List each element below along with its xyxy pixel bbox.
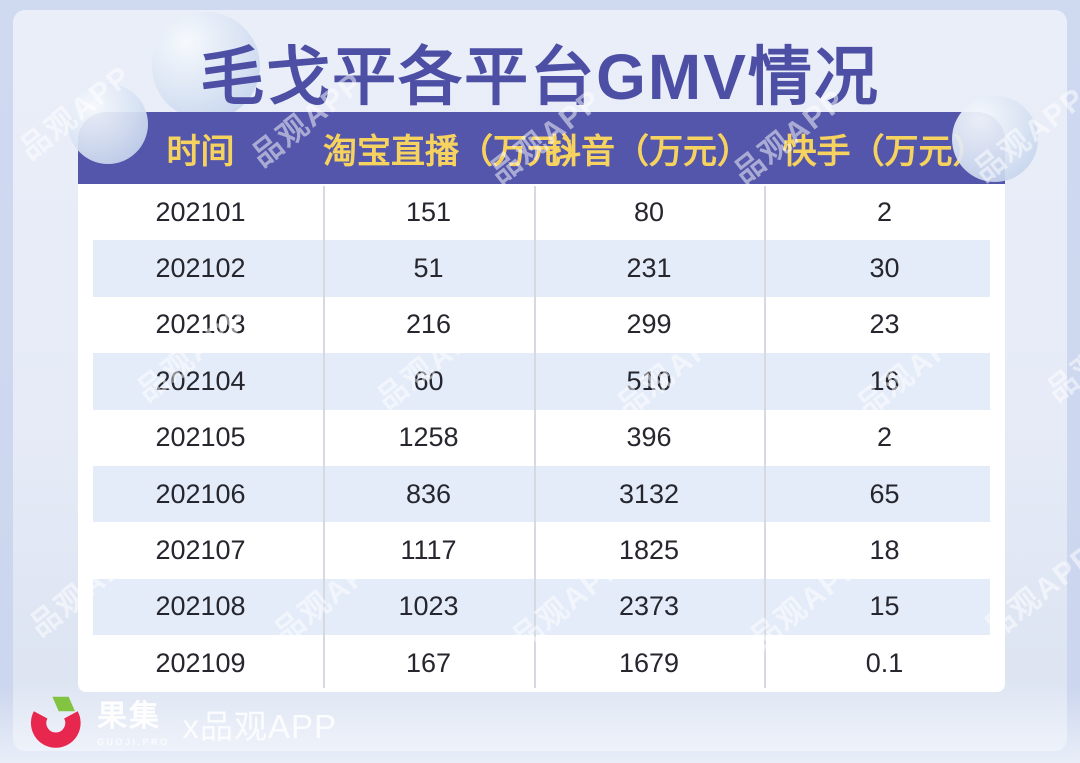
- cell-taobao: 836: [405, 478, 452, 509]
- cell-douyin: 299: [626, 309, 672, 340]
- column-divider: [764, 186, 766, 688]
- cell-douyin: 231: [626, 253, 672, 284]
- column-header-taobao: 淘宝直播（万元）: [323, 132, 595, 171]
- partner-name: x品观APP: [182, 708, 338, 745]
- cell-kuaishou: 2: [876, 422, 893, 453]
- decor-bubble-right: [952, 96, 1038, 182]
- cell-time: 202104: [155, 365, 246, 396]
- column-divider: [534, 186, 536, 688]
- brand-block: 果集 GUOJI.PRO: [97, 700, 170, 747]
- guoji-logo-icon: [31, 696, 81, 748]
- footer: 果集 GUOJI.PRO x品观APP: [28, 692, 337, 754]
- cell-taobao: 216: [405, 309, 452, 340]
- cell-douyin: 2373: [618, 591, 680, 622]
- cell-taobao: 60: [413, 365, 444, 396]
- decor-bubble-title: [152, 12, 260, 120]
- cell-taobao: 51: [413, 253, 444, 284]
- page-title: 毛戈平各平台GMV情况: [200, 41, 880, 113]
- cell-time: 202107: [155, 535, 246, 566]
- cell-time: 202105: [155, 422, 246, 453]
- table-row: 202109 167 1679 0.1: [78, 635, 1005, 691]
- cell-taobao: 1258: [398, 422, 459, 453]
- cell-douyin: 510: [626, 365, 672, 396]
- column-header-time: 时间: [166, 132, 235, 171]
- cell-kuaishou: 2: [876, 196, 893, 227]
- cell-kuaishou: 65: [869, 478, 900, 509]
- brand-domain: GUOJI.PRO: [97, 736, 170, 747]
- table-row: 202103 216 299 23: [78, 297, 1005, 353]
- column-divider: [323, 186, 325, 688]
- cell-douyin: 396: [626, 422, 672, 453]
- cell-kuaishou: 15: [869, 591, 900, 622]
- cell-taobao: 167: [405, 647, 452, 678]
- table-row: 202107 1117 1825 18: [78, 522, 1005, 578]
- table-row: 202105 1258 396 2: [78, 410, 1005, 466]
- cell-douyin: 3132: [618, 478, 680, 509]
- cell-time: 202106: [155, 478, 246, 509]
- table-row: 202104 60 510 16: [78, 353, 1005, 410]
- cell-time: 202101: [155, 196, 246, 227]
- cell-kuaishou: 16: [869, 365, 900, 396]
- cell-kuaishou: 18: [869, 535, 900, 566]
- decor-bubble-left: [68, 84, 148, 164]
- cell-douyin: 1825: [618, 535, 680, 566]
- gmv-table: 202101 151 80 2 202102 51 231 30 202103 …: [78, 184, 1005, 692]
- cell-taobao: 1023: [398, 591, 459, 622]
- cell-douyin: 80: [633, 196, 665, 227]
- cell-time: 202103: [155, 309, 246, 340]
- column-header-douyin: 抖音（万元）: [547, 132, 751, 171]
- table-row: 202102 51 231 30: [78, 240, 1005, 297]
- cell-time: 202102: [155, 253, 246, 284]
- cell-time: 202108: [155, 591, 246, 622]
- cell-kuaishou: 0.1: [865, 647, 904, 678]
- table-header-row: 时间 淘宝直播（万元） 抖音（万元） 快手（万元）: [78, 112, 1005, 184]
- cell-time: 202109: [155, 647, 246, 678]
- cell-taobao: 151: [405, 196, 452, 227]
- table-row: 202101 151 80 2: [78, 184, 1005, 240]
- cell-kuaishou: 30: [869, 253, 900, 284]
- cell-kuaishou: 23: [869, 309, 900, 340]
- brand-name: 果集: [97, 699, 161, 733]
- cell-taobao: 1117: [400, 535, 457, 566]
- table-row: 202106 836 3132 65: [78, 465, 1005, 523]
- table-row: 202108 1023 2373 15: [78, 578, 1005, 636]
- cell-douyin: 1679: [618, 647, 680, 678]
